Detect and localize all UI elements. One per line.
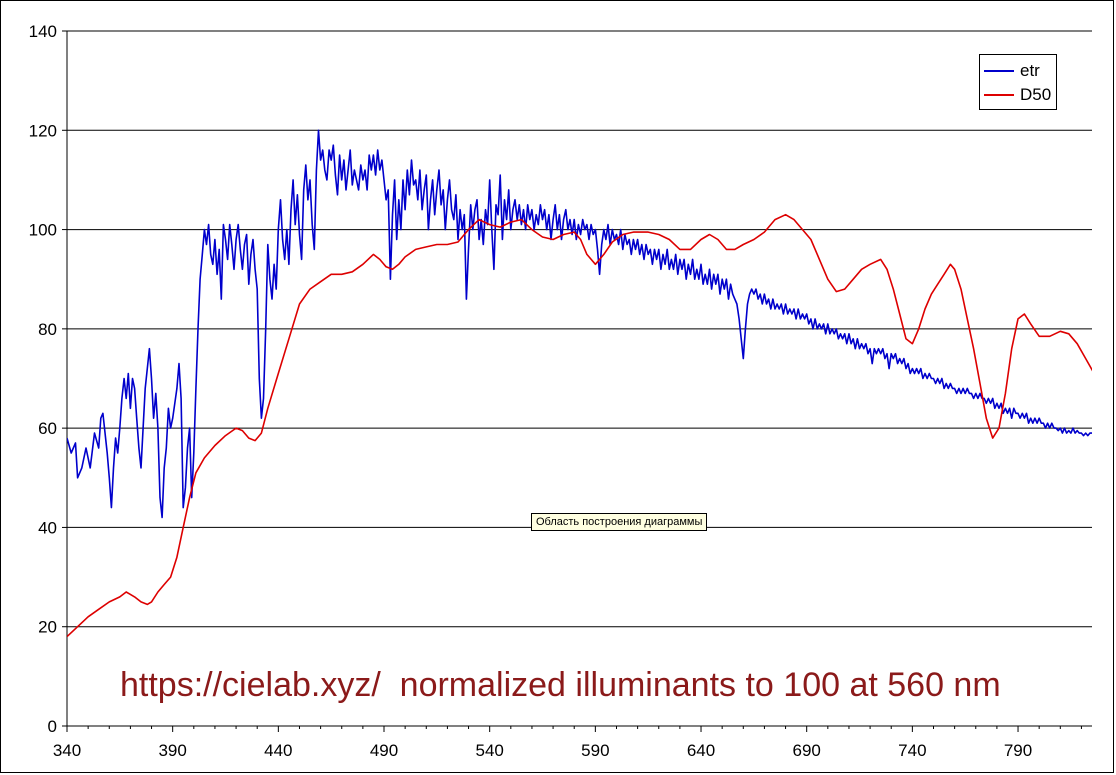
- x-tick-label: 440: [264, 741, 292, 760]
- x-tick-label: 740: [898, 741, 926, 760]
- x-tick-label: 390: [158, 741, 186, 760]
- tick-labels: 0 20 40 60 80 100 120 140 340 390 440 490 540 590 640 6…: [29, 22, 1033, 760]
- legend-swatch-etr: [984, 70, 1014, 72]
- x-tick-label: 540: [475, 741, 503, 760]
- legend-item-etr[interactable]: etr: [984, 61, 1056, 81]
- y-tick-label: 140: [29, 22, 57, 41]
- x-tick-label: 590: [581, 741, 609, 760]
- gridlines: [67, 30, 1092, 628]
- x-tick-label: 490: [370, 741, 398, 760]
- x-tick-label: 690: [793, 741, 821, 760]
- x-tick-label: 790: [1004, 741, 1032, 760]
- y-tick-label: 100: [29, 221, 57, 240]
- y-tick-label: 20: [38, 618, 57, 637]
- y-tick-label: 40: [38, 518, 57, 537]
- x-tick-label: 340: [53, 741, 81, 760]
- y-tick-label: 80: [38, 320, 57, 339]
- series-lines: [67, 129, 1116, 638]
- series-line-d50[interactable]: [67, 213, 1116, 638]
- x-tick-label: 640: [687, 741, 715, 760]
- series-line-etr[interactable]: [67, 129, 1092, 519]
- legend-item-d50[interactable]: D50: [984, 85, 1056, 105]
- legend[interactable]: etr D50: [979, 54, 1057, 110]
- watermark-text: https://cielab.xyz/ normalized illuminan…: [120, 666, 1001, 704]
- y-tick-label: 60: [38, 419, 57, 438]
- legend-swatch-d50: [984, 94, 1014, 96]
- plot-area-tooltip: Область построения диаграммы: [531, 513, 708, 531]
- legend-label-etr: etr: [1020, 61, 1040, 80]
- axes: [62, 30, 1092, 732]
- y-tick-label: 120: [29, 121, 57, 140]
- y-tick-label: 0: [48, 717, 57, 736]
- legend-label-d50: D50: [1020, 85, 1052, 104]
